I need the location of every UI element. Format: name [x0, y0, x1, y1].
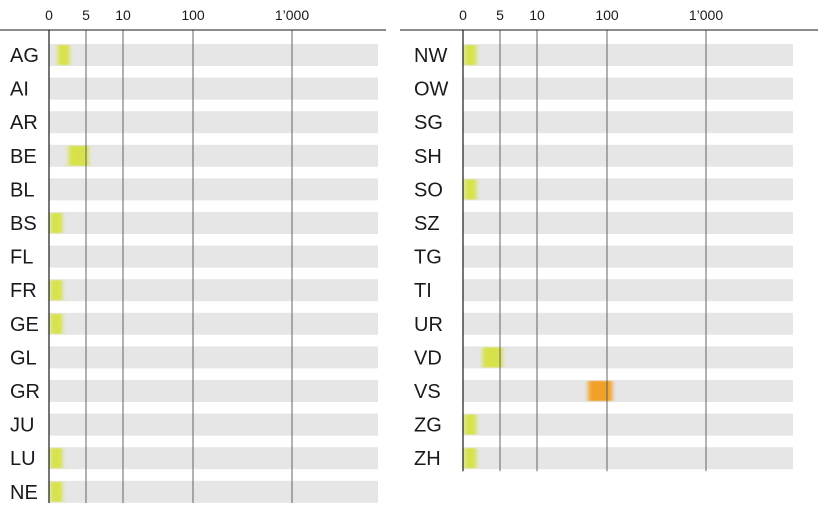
- track-ti: [463, 279, 793, 302]
- track-gl: [49, 346, 378, 369]
- tick-label: 10: [115, 7, 131, 23]
- tick-label: 1’000: [275, 7, 309, 23]
- category-label: FR: [10, 280, 37, 302]
- track-ne: [49, 480, 378, 503]
- category-label: AG: [10, 45, 39, 67]
- category-label: OW: [414, 79, 449, 101]
- track-vs: [463, 380, 793, 402]
- track-sz: [463, 212, 793, 234]
- category-label: ZH: [414, 448, 441, 470]
- category-label: ZG: [414, 415, 442, 437]
- category-label: FL: [10, 247, 33, 269]
- tick-label: 1’000: [689, 7, 723, 23]
- category-label: SH: [414, 146, 442, 168]
- category-label: NW: [414, 45, 447, 67]
- bar-ge: [50, 313, 63, 334]
- tick-label: 10: [529, 7, 545, 23]
- track-vd: [463, 346, 793, 369]
- tick-label: 5: [496, 7, 504, 23]
- track-zh: [463, 447, 793, 470]
- bar-zh: [464, 448, 477, 469]
- bar-nw: [464, 45, 477, 65]
- track-ag: [49, 44, 378, 66]
- bar-bs: [50, 213, 63, 233]
- bar-ag: [57, 45, 70, 65]
- bar-be: [68, 145, 89, 166]
- category-label: TI: [414, 280, 432, 302]
- track-gr: [49, 380, 378, 402]
- track-ai: [49, 77, 378, 100]
- track-zg: [463, 413, 793, 436]
- category-label: VD: [414, 347, 442, 369]
- track-bl: [49, 178, 378, 201]
- bar-ne: [50, 481, 63, 502]
- track-fr: [49, 279, 378, 302]
- track-ur: [463, 312, 793, 335]
- track-ow: [463, 77, 793, 100]
- category-label: AR: [10, 112, 38, 134]
- category-label: SG: [414, 112, 443, 134]
- track-be: [49, 144, 378, 167]
- track-fl: [49, 245, 378, 268]
- category-label: NE: [10, 482, 38, 504]
- category-label: SZ: [414, 213, 440, 235]
- tick-label: 5: [82, 7, 90, 23]
- track-bs: [49, 212, 378, 234]
- track-nw: [463, 44, 793, 66]
- track-lu: [49, 447, 378, 470]
- category-label: AI: [10, 79, 29, 101]
- bar-zg: [464, 414, 477, 435]
- bar-so: [464, 179, 477, 200]
- category-label: GL: [10, 347, 37, 369]
- category-label: UR: [414, 314, 443, 336]
- track-sg: [463, 111, 793, 134]
- category-label: BE: [10, 146, 37, 168]
- bar-lu: [50, 448, 63, 469]
- track-sh: [463, 144, 793, 167]
- track-so: [463, 178, 793, 201]
- category-label: BL: [10, 179, 34, 201]
- category-label: VS: [414, 381, 441, 403]
- track-ju: [49, 413, 378, 436]
- bar-vd: [482, 347, 503, 368]
- tick-label: 100: [181, 7, 205, 23]
- category-label: JU: [10, 415, 34, 437]
- tick-label: 100: [595, 7, 619, 23]
- bar-fr: [50, 280, 63, 301]
- category-label: LU: [10, 448, 36, 470]
- track-ge: [49, 312, 378, 335]
- category-label: BS: [10, 213, 37, 235]
- track-ar: [49, 111, 378, 134]
- tick-label: 0: [459, 7, 467, 23]
- category-label: GR: [10, 381, 40, 403]
- category-label: TG: [414, 247, 442, 269]
- category-label: GE: [10, 314, 39, 336]
- bar-vs: [588, 381, 613, 401]
- tick-label: 0: [45, 7, 53, 23]
- category-label: SO: [414, 179, 443, 201]
- track-tg: [463, 245, 793, 268]
